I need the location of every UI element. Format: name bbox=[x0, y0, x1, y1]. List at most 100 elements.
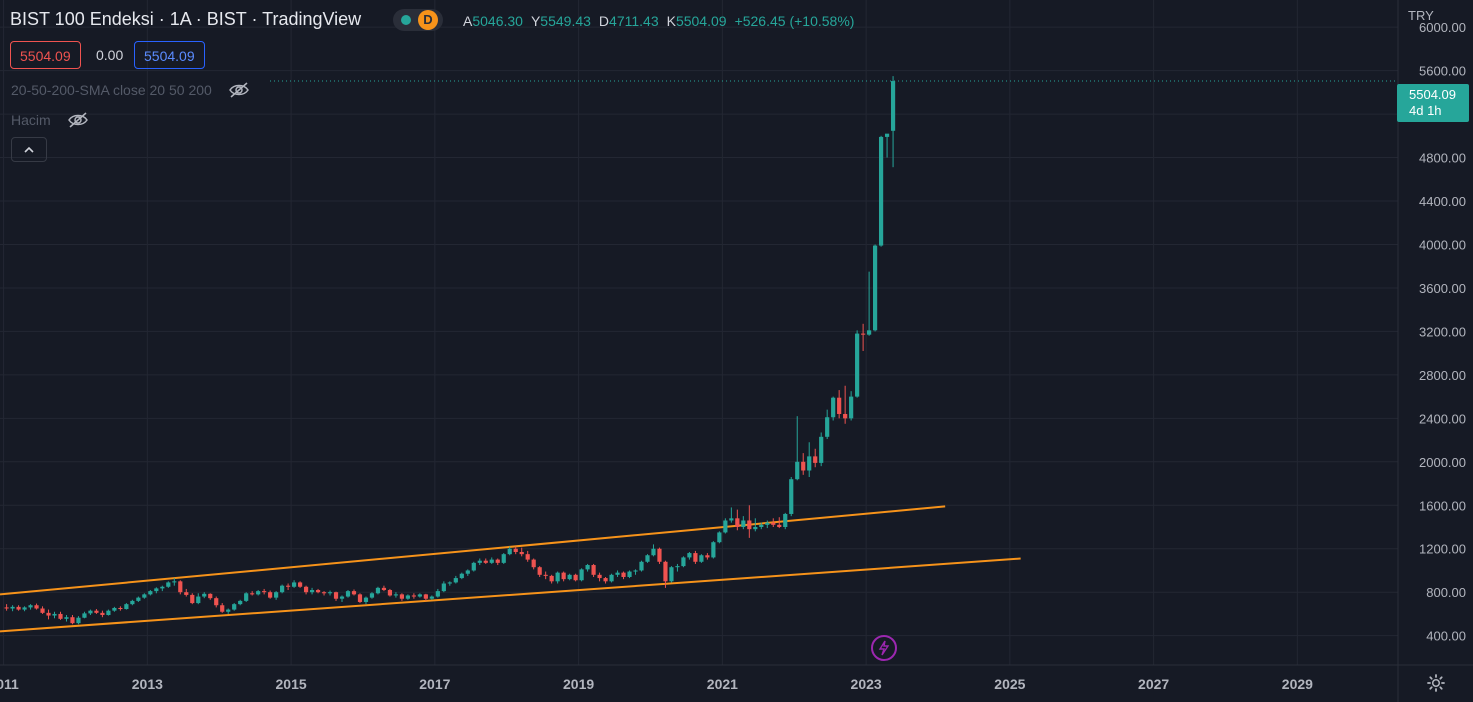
candle-body[interactable] bbox=[286, 585, 291, 587]
candle-body[interactable] bbox=[525, 554, 530, 560]
candle-body[interactable] bbox=[208, 593, 213, 599]
candle-body[interactable] bbox=[549, 575, 554, 582]
candle-body[interactable] bbox=[250, 593, 255, 595]
candle-body[interactable] bbox=[873, 245, 878, 331]
candle-body[interactable] bbox=[573, 574, 578, 581]
eye-off-icon[interactable] bbox=[228, 81, 250, 102]
candle-body[interactable] bbox=[597, 574, 602, 579]
candle-body[interactable] bbox=[315, 590, 321, 593]
channel-line-upper[interactable] bbox=[0, 505, 946, 596]
candle-body[interactable] bbox=[4, 607, 9, 609]
candle-body[interactable] bbox=[813, 456, 818, 463]
currency-label[interactable]: TRY bbox=[1408, 8, 1434, 23]
candle-body[interactable] bbox=[166, 582, 171, 587]
candle-body[interactable] bbox=[621, 572, 626, 577]
candle-body[interactable] bbox=[357, 594, 363, 602]
candle-body[interactable] bbox=[663, 561, 668, 582]
candle-body[interactable] bbox=[142, 594, 147, 598]
candle-body[interactable] bbox=[831, 397, 836, 418]
candle-body[interactable] bbox=[46, 612, 51, 616]
study-sma[interactable]: 20-50-200-SMA close 20 50 200 bbox=[11, 81, 250, 102]
candle-body[interactable] bbox=[351, 591, 357, 595]
candle-body[interactable] bbox=[531, 559, 536, 568]
candle-body[interactable] bbox=[777, 524, 782, 528]
candle-body[interactable] bbox=[735, 518, 740, 528]
candle-body[interactable] bbox=[94, 610, 99, 613]
market-status-pill[interactable]: D bbox=[393, 9, 443, 31]
candle-body[interactable] bbox=[226, 609, 231, 612]
candle-body[interactable] bbox=[172, 581, 177, 583]
candle-body[interactable] bbox=[495, 559, 500, 563]
candle-body[interactable] bbox=[807, 456, 812, 471]
candle-body[interactable] bbox=[699, 555, 704, 562]
candle-body[interactable] bbox=[124, 604, 129, 610]
candle-body[interactable] bbox=[327, 592, 333, 594]
candle-body[interactable] bbox=[849, 396, 854, 419]
candle-body[interactable] bbox=[693, 553, 698, 562]
candle-body[interactable] bbox=[489, 559, 494, 563]
candle-body[interactable] bbox=[106, 610, 111, 616]
candle-body[interactable] bbox=[262, 591, 267, 593]
candle-body[interactable] bbox=[669, 567, 674, 582]
candle-body[interactable] bbox=[244, 593, 249, 601]
candle-body[interactable] bbox=[675, 566, 680, 568]
candle-body[interactable] bbox=[28, 605, 33, 608]
candle-body[interactable] bbox=[561, 572, 566, 580]
candle-body[interactable] bbox=[220, 605, 225, 612]
candle-body[interactable] bbox=[819, 436, 824, 463]
sell-price-button[interactable]: 5504.09 bbox=[10, 41, 81, 69]
buy-price-button[interactable]: 5504.09 bbox=[134, 41, 205, 69]
candle-body[interactable] bbox=[280, 585, 285, 593]
candle-body[interactable] bbox=[615, 572, 620, 575]
candle-body[interactable] bbox=[291, 582, 297, 587]
candle-body[interactable] bbox=[555, 572, 560, 582]
candle-body[interactable] bbox=[465, 570, 470, 574]
candle-body[interactable] bbox=[393, 594, 399, 596]
candle-body[interactable] bbox=[190, 594, 195, 604]
candle-body[interactable] bbox=[477, 560, 482, 563]
candle-body[interactable] bbox=[381, 587, 387, 591]
candle-body[interactable] bbox=[238, 600, 243, 605]
candle-body[interactable] bbox=[567, 574, 572, 580]
candle-body[interactable] bbox=[447, 582, 452, 584]
candle-body[interactable] bbox=[148, 591, 153, 595]
candle-body[interactable] bbox=[184, 592, 189, 595]
candle-body[interactable] bbox=[633, 570, 638, 572]
candle-body[interactable] bbox=[268, 592, 273, 598]
candle-body[interactable] bbox=[321, 592, 327, 594]
candle-body[interactable] bbox=[136, 597, 141, 601]
candle-body[interactable] bbox=[297, 582, 303, 587]
candle-body[interactable] bbox=[878, 136, 884, 246]
candle-body[interactable] bbox=[100, 612, 105, 616]
candle-body[interactable] bbox=[70, 617, 75, 624]
candle-body[interactable] bbox=[795, 461, 800, 480]
candle-body[interactable] bbox=[843, 413, 848, 419]
candle-body[interactable] bbox=[82, 613, 87, 618]
candle-body[interactable] bbox=[825, 417, 830, 437]
delayed-data-badge[interactable]: D bbox=[418, 10, 438, 30]
candle-body[interactable] bbox=[399, 594, 405, 599]
candle-body[interactable] bbox=[76, 617, 81, 624]
candle-body[interactable] bbox=[723, 520, 728, 533]
candle-body[interactable] bbox=[789, 479, 794, 514]
candle-body[interactable] bbox=[58, 613, 63, 619]
candle-body[interactable] bbox=[501, 554, 506, 563]
candle-body[interactable] bbox=[112, 607, 117, 611]
candle-body[interactable] bbox=[64, 617, 69, 619]
candle-body[interactable] bbox=[741, 520, 746, 528]
candle-body[interactable] bbox=[10, 606, 15, 609]
candle-body[interactable] bbox=[118, 607, 123, 610]
candle-body[interactable] bbox=[441, 583, 446, 592]
candle-body[interactable] bbox=[687, 553, 692, 558]
candle-body[interactable] bbox=[303, 586, 309, 593]
candle-body[interactable] bbox=[513, 548, 518, 552]
eye-off-icon[interactable] bbox=[67, 111, 89, 132]
candle-body[interactable] bbox=[16, 606, 21, 610]
candle-body[interactable] bbox=[202, 593, 207, 597]
candle-body[interactable] bbox=[717, 532, 722, 543]
candle-body[interactable] bbox=[339, 596, 345, 599]
candle-body[interactable] bbox=[196, 596, 201, 604]
candle-body[interactable] bbox=[591, 565, 596, 575]
candle-body[interactable] bbox=[88, 610, 93, 614]
channel-line-lower[interactable] bbox=[0, 557, 1021, 633]
